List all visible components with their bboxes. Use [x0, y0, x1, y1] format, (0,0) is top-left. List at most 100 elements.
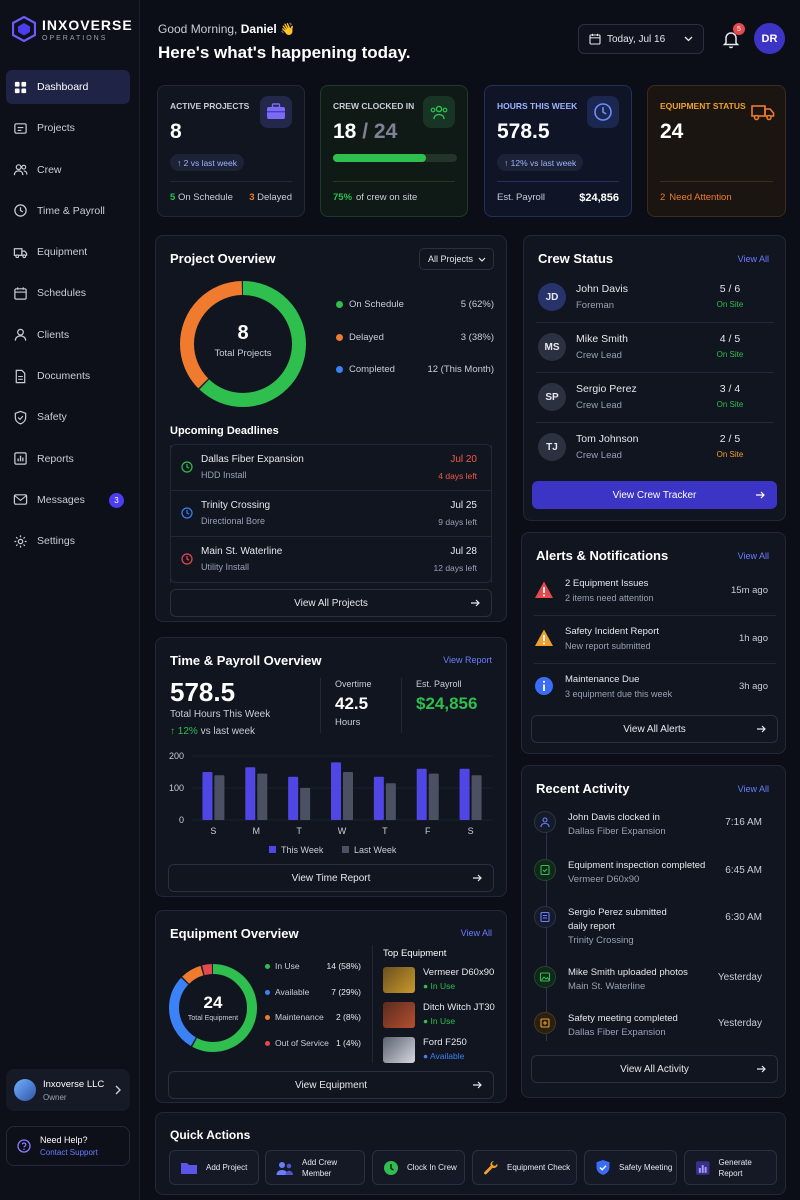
deadline-sub: Utility Install [201, 562, 250, 572]
alert-row[interactable]: Safety Incident Report New report submit… [534, 616, 776, 664]
alert-row[interactable]: Maintenance Due 3 equipment due this wee… [534, 664, 776, 712]
equipment-check-button[interactable]: Equipment Check [472, 1150, 577, 1185]
view-report-link[interactable]: View Report [443, 655, 492, 665]
sidebar-item-label: Equipment [37, 246, 88, 259]
sidebar-item-equipment[interactable]: Equipment [6, 235, 130, 269]
overtime-value: 42.5 [335, 694, 369, 713]
bell-icon[interactable] [720, 28, 742, 50]
org-switcher[interactable]: Inxoverse LLC Owner [6, 1069, 130, 1111]
payroll-value: $24,856 [416, 694, 478, 713]
activity-row[interactable]: Equipment inspection completed Vermeer D… [534, 859, 776, 899]
legend-in-use: In Use 14 (58%) [265, 961, 361, 971]
sidebar-item-time-payroll[interactable]: Time & Payroll [6, 194, 130, 228]
sidebar-item-settings[interactable]: Settings [6, 524, 130, 558]
brand-logo[interactable]: INXOVERSE OPERATIONS [12, 16, 133, 42]
chevron-right-icon [115, 1085, 121, 1095]
add-project-button[interactable]: Add Project [169, 1150, 259, 1185]
sidebar-item-crew[interactable]: Crew [6, 153, 130, 187]
activity-time: Yesterday [717, 1018, 762, 1029]
x-tick-label: T [382, 826, 388, 836]
view-crew-tracker-button[interactable]: View Crew Tracker [532, 481, 777, 509]
alerts-view-all-link[interactable]: View All [737, 551, 769, 561]
activity-time: Yesterday [717, 972, 762, 983]
time-payroll-card: Time & Payroll Overview View Report 578.… [155, 637, 507, 897]
stat-card-equipment[interactable]: EQUIPMENT STATUS 24 2 Need Attention [647, 85, 786, 217]
bar-this-week [331, 762, 341, 820]
stat-card-hours[interactable]: HOURS THIS WEEK 578.5 ↑ 12% vs last week… [484, 85, 632, 217]
legend-label: Out of Service [275, 1038, 329, 1048]
help-box[interactable]: Need Help? Contact Support [6, 1126, 130, 1166]
sidebar-item-reports[interactable]: Reports [6, 442, 130, 476]
page-title: Here's what's happening today. [158, 43, 411, 62]
view-all-alerts-button[interactable]: View All Alerts [531, 715, 778, 743]
sidebar-item-clients[interactable]: Clients [6, 318, 130, 352]
stat-label: HOURS THIS WEEK [497, 101, 578, 111]
crew-row[interactable]: SP Sergio Perez Crew Lead 3 / 4 On Site [536, 375, 774, 423]
crew-name: Mike Smith [576, 333, 628, 345]
messages-badge: 3 [109, 492, 124, 508]
alert-title: Safety Incident Report [565, 626, 659, 637]
sidebar-item-label: Safety [37, 411, 67, 424]
dashboard-icon [14, 81, 27, 93]
bar-last-week [428, 773, 439, 820]
activity-row[interactable]: Mike Smith uploaded photos Main St. Wate… [534, 966, 776, 1006]
activity-row[interactable]: Safety meeting completed Dallas Fiber Ex… [534, 1012, 776, 1052]
deadline-row[interactable]: Dallas Fiber Expansion HDD Install Jul 2… [170, 445, 492, 491]
view-equipment-button[interactable]: View Equipment [168, 1071, 494, 1099]
stat-card-crew-clocked[interactable]: CREW CLOCKED IN 18 / 24 75% of crew on si… [320, 85, 468, 217]
arrow-right-icon [757, 725, 766, 733]
clock-icon [181, 553, 193, 565]
activity-view-all-link[interactable]: View All [737, 784, 769, 794]
sidebar-item-projects[interactable]: Projects [6, 111, 130, 145]
x-tick-label: F [425, 826, 431, 836]
stat-footer: 5 On Schedule 3 Delayed [170, 192, 292, 203]
crew-row[interactable]: MS Mike Smith Crew Lead 4 / 5 On Site [536, 325, 774, 373]
status-badge: On Site [716, 400, 744, 409]
view-all-activity-button[interactable]: View All Activity [531, 1055, 778, 1083]
people-icon [534, 811, 556, 833]
view-all-projects-button[interactable]: View All Projects [170, 589, 492, 617]
x-tick-label: S [468, 826, 474, 836]
legend-label: This Week [281, 845, 324, 855]
generate-report-button[interactable]: Generate Report [684, 1150, 777, 1185]
sidebar-item-label: Schedules [37, 287, 87, 300]
project-overview-card: Project Overview All Projects 8 Total Pr… [155, 235, 507, 622]
crew-status-card: Crew Status View All JD John Davis Forem… [523, 235, 786, 521]
truck-icon [13, 247, 28, 258]
bar-last-week [257, 773, 268, 820]
alert-time: 15m ago [731, 585, 768, 596]
crew-view-all-link[interactable]: View All [737, 254, 769, 264]
sidebar-item-label: Dashboard [37, 81, 89, 93]
crew-percent: 75% [333, 192, 353, 203]
equipment-view-all-link[interactable]: View All [460, 928, 492, 938]
safety-meeting-button[interactable]: Safety Meeting [584, 1150, 677, 1185]
sidebar-item-documents[interactable]: Documents [6, 359, 130, 393]
view-time-report-button[interactable]: View Time Report [168, 864, 494, 892]
help-icon [17, 1139, 31, 1153]
deadline-row[interactable]: Main St. Waterline Utility Install Jul 2… [170, 537, 492, 583]
equipment-status: ● In Use [423, 1016, 456, 1026]
user-avatar[interactable]: DR [754, 23, 785, 54]
clock-in-crew-button[interactable]: Clock In Crew [372, 1150, 465, 1185]
stat-card-active-projects[interactable]: ACTIVE PROJECTS 8 ↑ 2 vs last week 5 On … [157, 85, 305, 217]
activity-row[interactable]: Sergio Perez submitted daily report Trini… [534, 906, 776, 958]
sidebar-item-schedules[interactable]: Schedules [6, 276, 130, 310]
meeting-icon [534, 1012, 556, 1034]
project-filter-select[interactable]: All Projects [419, 248, 494, 270]
date-picker-button[interactable]: Today, Jul 16 [578, 24, 704, 54]
action-label: Equipment Check [507, 1163, 571, 1172]
crew-row[interactable]: JD John Davis Foreman 5 / 6 On Site [536, 275, 774, 323]
trend-percent: 12% [177, 726, 198, 737]
crew-row[interactable]: TJ Tom Johnson Crew Lead 2 / 5 On Site [536, 425, 774, 473]
alert-row[interactable]: 2 Equipment Issues 2 items need attentio… [534, 568, 776, 616]
activity-row[interactable]: John Davis clocked in Dallas Fiber Expan… [534, 811, 776, 851]
contact-support-link[interactable]: Contact Support [40, 1148, 98, 1157]
add-crew-member-button[interactable]: Add Crew Member [265, 1150, 365, 1185]
deadline-row[interactable]: Trinity Crossing Directional Bore Jul 25… [170, 491, 492, 537]
sidebar-item-safety[interactable]: Safety [6, 400, 130, 434]
sidebar-item-dashboard[interactable]: Dashboard [6, 70, 130, 104]
sidebar-item-messages[interactable]: Messages 3 [6, 483, 130, 517]
greeting: Good Morning, Daniel 👋 [158, 22, 295, 36]
on-schedule-label: On Schedule [177, 192, 233, 203]
deadline-sub: HDD Install [201, 470, 247, 480]
